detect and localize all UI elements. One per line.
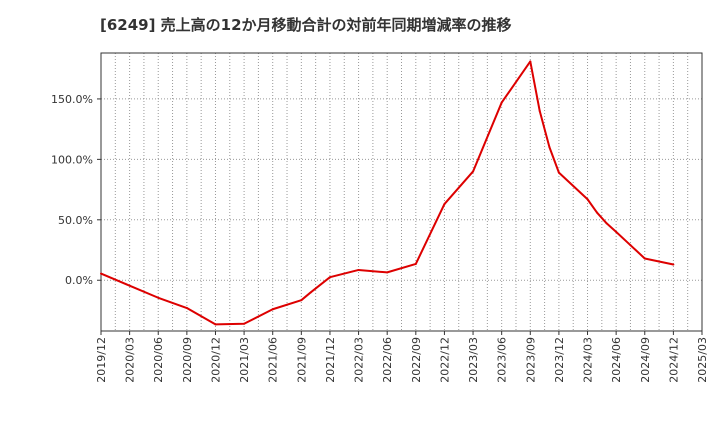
x-tick-label: 2024/09 (639, 337, 652, 383)
data-point (672, 263, 675, 266)
data-point (328, 276, 331, 279)
data-point (529, 60, 532, 63)
chart-title: [6249] 売上高の12か月移動合計の対前年同期増減率の推移 (100, 16, 512, 34)
x-tick-label: 2020/09 (181, 337, 194, 383)
data-point (309, 291, 312, 294)
x-tick-label: 2020/06 (152, 337, 165, 383)
y-tick-label: 150.0% (51, 93, 93, 106)
series-layer (100, 60, 675, 326)
data-point (595, 211, 598, 214)
x-tick-label: 2023/06 (496, 337, 509, 383)
x-tick-label: 2020/12 (209, 337, 222, 383)
x-tick-label: 2021/03 (238, 337, 251, 383)
data-point (443, 203, 446, 206)
data-point (643, 257, 646, 260)
x-tick-label: 2024/06 (610, 337, 623, 383)
plot-border (100, 52, 703, 332)
x-tick-label: 2022/12 (438, 337, 451, 383)
data-point (386, 271, 389, 274)
data-point (157, 296, 160, 299)
y-tick-label: 0.0% (65, 274, 93, 287)
x-tick-label: 2021/09 (295, 337, 308, 383)
y-tick-label: 100.0% (51, 153, 93, 166)
data-point (557, 171, 560, 174)
data-point (472, 170, 475, 173)
x-tick-label: 2020/03 (124, 337, 137, 383)
data-point (500, 101, 503, 104)
x-tick-label: 2024/03 (582, 337, 595, 383)
data-point (185, 307, 188, 310)
axis-layer (97, 52, 703, 335)
x-tick-label: 2023/09 (524, 337, 537, 383)
data-point (605, 222, 608, 225)
data-point (271, 308, 274, 311)
x-tick-label: 2023/03 (467, 337, 480, 383)
x-tick-label: 2019/12 (95, 337, 108, 383)
data-point (357, 268, 360, 271)
x-tick-label: 2023/12 (553, 337, 566, 383)
data-point (214, 323, 217, 326)
grid-layer (100, 53, 703, 331)
x-tick-label: 2022/03 (353, 337, 366, 383)
x-tick-label: 2024/12 (667, 337, 680, 383)
data-point (548, 146, 551, 149)
x-tick-label: 2021/12 (324, 337, 337, 383)
data-point (100, 272, 102, 275)
x-tick-label: 2022/09 (410, 337, 423, 383)
y-tick-label: 50.0% (58, 214, 93, 227)
x-tick-label: 2022/06 (381, 337, 394, 383)
data-point (414, 262, 417, 265)
data-point (538, 110, 541, 113)
tick-label-layer: 0.0% 50.0% 100.0% 150.0% 2019/12 2020/03 2020/… (51, 93, 709, 383)
data-point (586, 198, 589, 201)
x-tick-label: 2025/03 (696, 337, 709, 383)
data-point (243, 322, 246, 325)
data-point (629, 244, 632, 247)
data-point (300, 299, 303, 302)
data-point (615, 230, 618, 233)
x-tick-label: 2021/06 (267, 337, 280, 383)
data-point (128, 284, 131, 287)
